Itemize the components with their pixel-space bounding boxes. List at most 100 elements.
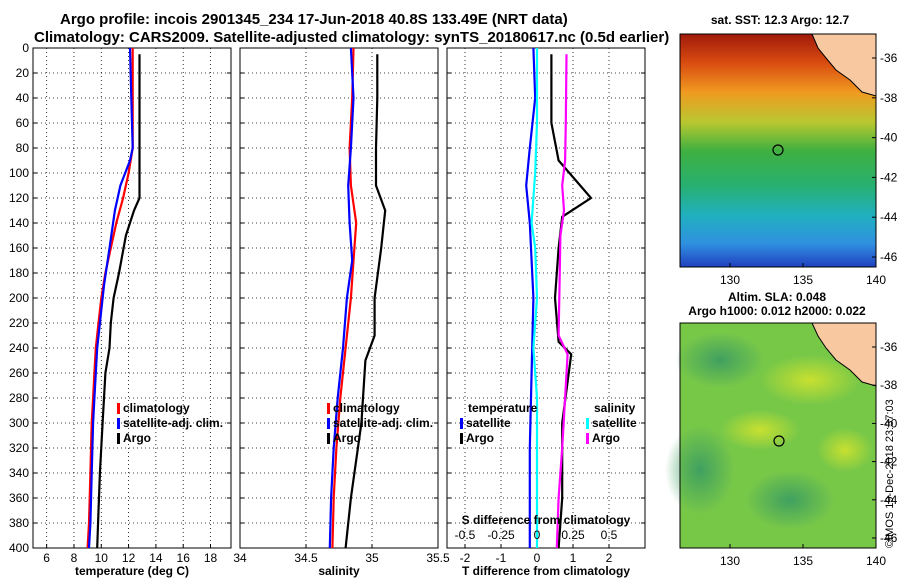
y-tick-label: 20	[16, 66, 30, 80]
y-tick-label: 340	[9, 466, 29, 480]
legend-swatch	[117, 403, 120, 414]
legend-label: Argo	[333, 431, 361, 445]
legend-label: satellite-adj. clim.	[123, 416, 223, 430]
sla-map-frame	[679, 322, 877, 549]
difference-panel: -2 -1 0 1 2T difference from climatology temp…	[446, 47, 646, 578]
s-tick-label: 0	[534, 528, 541, 542]
y-tick-label: 400	[9, 541, 29, 555]
y-tick-label: 120	[9, 191, 29, 205]
map-y-tick-label: -38	[880, 378, 898, 392]
y-tick-label: 280	[9, 391, 29, 405]
y-tick-label: 0	[22, 41, 29, 55]
x-tick-label: 34	[233, 551, 247, 565]
map-y-tick-label: -44	[880, 493, 898, 507]
y-tick-label: 320	[9, 441, 29, 455]
salinity-panel: 34 34.5 35 35.5 salinity climatologysatellite…	[233, 47, 450, 578]
x-tick-label: 18	[204, 551, 218, 565]
map-x-tick-label: 140	[866, 554, 886, 568]
x-tick-label: 0	[534, 551, 541, 565]
x-axis-label: salinity	[318, 564, 360, 578]
s-tick-label: 0.25	[561, 528, 585, 542]
y-tick-label: 180	[9, 266, 29, 280]
legend-swatch	[117, 418, 120, 429]
argo-location-marker-sla	[773, 435, 785, 447]
legend-label: satellite	[466, 416, 511, 430]
s-tick-label: 0.5	[601, 528, 618, 542]
x-tick-label: 35.5	[426, 551, 450, 565]
y-tick-label: 140	[9, 216, 29, 230]
argo-location-marker-sst	[772, 144, 784, 156]
watermark: ©IMOS 19-Dec-2018 23:37:03	[884, 399, 896, 548]
map-x-tick-label: 130	[720, 273, 740, 287]
map-x-tick-label: 135	[793, 273, 813, 287]
sst-map: sat. SST: 12.3 Argo: 12.7 130 135 140 -36 -3…	[679, 13, 898, 287]
y-tick-label: 40	[16, 91, 30, 105]
legend-label: Argo	[466, 431, 494, 445]
map-y-tick-label: -36	[880, 340, 898, 354]
y-tick-label: 300	[9, 416, 29, 430]
legend-label: climatology	[123, 401, 190, 415]
legend-swatch	[327, 433, 330, 444]
x-axis-label: T difference from climatology	[462, 564, 630, 578]
series-line-satellite-adj-clim-	[87, 47, 134, 549]
y-tick-label: 220	[9, 316, 29, 330]
y-tick-label: 160	[9, 241, 29, 255]
map-y-tick-label: -36	[880, 51, 898, 65]
y-tick-label: 80	[16, 141, 30, 155]
y-tick-label: 360	[9, 491, 29, 505]
legend-label: Argo	[123, 431, 151, 445]
plot-frame	[239, 47, 439, 549]
series-line-satellite-adj-clim-	[328, 47, 355, 549]
y-tick-label: 200	[9, 291, 29, 305]
map-y-tick-label: -46	[880, 250, 898, 264]
map-y-tick-label: -42	[880, 170, 898, 184]
x-tick-label: 10	[95, 551, 109, 565]
plot-frame	[446, 47, 646, 549]
x-tick-label: 8	[71, 551, 78, 565]
y-tick-label: 260	[9, 366, 29, 380]
series-line-argo-s-	[555, 54, 569, 549]
series-line-climatology	[86, 48, 134, 549]
sla-map-title-1: Altim. SLA: 0.048	[728, 290, 826, 304]
legend-label: satellite	[592, 416, 637, 430]
s-tick-label: -0.25	[487, 528, 515, 542]
series-line-argo	[344, 54, 387, 549]
legend-swatch	[586, 433, 589, 444]
legend-title-temperature: temperature	[468, 401, 538, 415]
sla-map: Altim. SLA: 0.048 Argo h1000: 0.012 h200…	[665, 290, 898, 568]
y-tick-label: 100	[9, 166, 29, 180]
series-line-argo-t-	[550, 54, 593, 549]
map-y-tick-label: -44	[880, 210, 898, 224]
sla-map-title-2: Argo h1000: 0.012 h2000: 0.022	[688, 304, 866, 318]
map-x-tick-label: 140	[866, 273, 886, 287]
x-tick-label: 12	[122, 551, 136, 565]
legend-label: Argo	[592, 431, 620, 445]
y-tick-label: 240	[9, 341, 29, 355]
map-y-tick-label: -46	[880, 531, 898, 545]
x-tick-label: 1	[570, 551, 577, 565]
legend-swatch	[327, 403, 330, 414]
legend-title-salinity: salinity	[594, 401, 636, 415]
s-difference-label: S difference from climatology	[462, 513, 631, 527]
y-tick-label: 60	[16, 116, 30, 130]
map-y-tick-label: -40	[880, 131, 898, 145]
y-tick-label: 380	[9, 516, 29, 530]
legend-label: satellite-adj. clim.	[333, 416, 433, 430]
series-line-argo	[96, 54, 141, 549]
legend-swatch	[460, 418, 463, 429]
legend-label: climatology	[333, 401, 400, 415]
legend-swatch	[327, 418, 330, 429]
x-tick-label: 34.5	[294, 551, 318, 565]
x-axis-label: temperature (deg C)	[75, 564, 189, 578]
x-tick-label: -2	[460, 551, 471, 565]
s-tick-label: -0.5	[455, 528, 476, 542]
legend-swatch	[586, 418, 589, 429]
map-y-tick-label: -42	[880, 455, 898, 469]
map-x-tick-label: 135	[793, 554, 813, 568]
x-tick-label: 2	[606, 551, 613, 565]
x-tick-label: 35	[365, 551, 379, 565]
sst-map-frame	[679, 33, 877, 268]
series-line-satellite-t-	[525, 47, 537, 548]
title-line-1: Argo profile: incois 2901345_234 17-Jun-…	[60, 11, 568, 28]
